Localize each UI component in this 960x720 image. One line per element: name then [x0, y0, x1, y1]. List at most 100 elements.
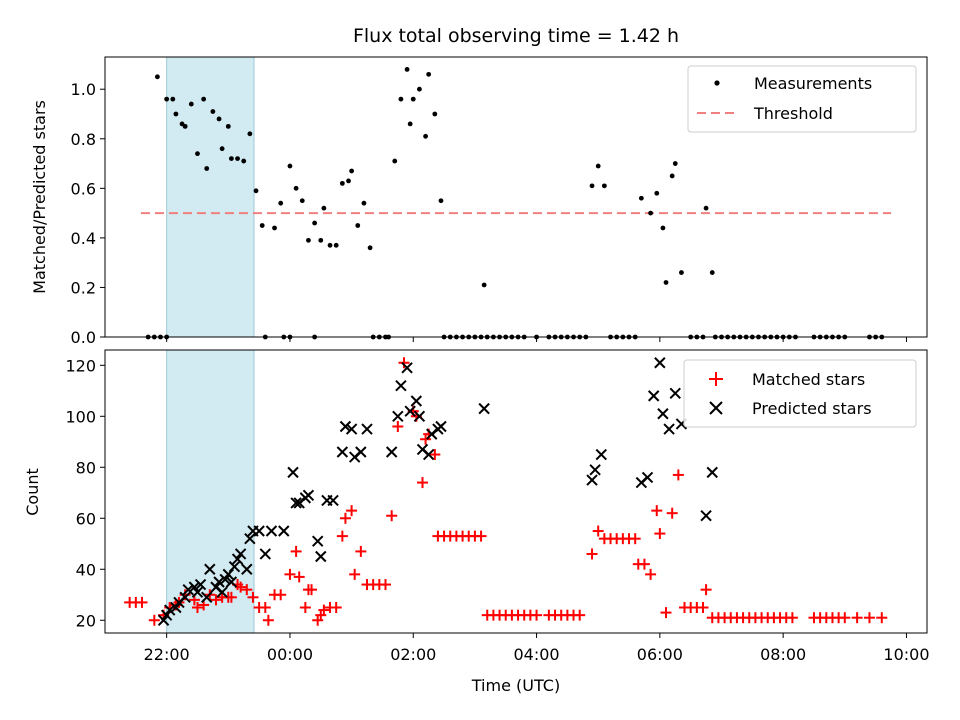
- matched-point: [262, 614, 274, 626]
- top-x-ticks: [166, 337, 907, 342]
- matched-point: [392, 420, 404, 432]
- matched-point: [284, 568, 296, 580]
- predicted-point: [586, 474, 598, 486]
- predicted-point: [228, 561, 241, 573]
- legend-marker-predicted: [709, 401, 723, 415]
- top-legend: Measurements Threshold: [687, 65, 917, 133]
- measurement-point: [182, 123, 188, 129]
- predicted-point: [287, 466, 299, 479]
- top-y-tick-label: 0.8: [71, 130, 96, 149]
- top-y-tick-label: 0.2: [71, 278, 96, 297]
- measurement-point: [339, 180, 345, 186]
- bottom-y-tick-label: 80: [76, 458, 96, 477]
- predicted-point: [222, 568, 235, 581]
- matched-point: [241, 584, 253, 596]
- measurement-point: [195, 151, 200, 157]
- predicted-point: [191, 586, 204, 598]
- predicted-point: [244, 532, 256, 545]
- predicted-point: [253, 525, 265, 537]
- matched-point: [349, 568, 361, 580]
- matched-point: [259, 602, 271, 614]
- measurement-point: [287, 163, 293, 169]
- top-y-tick-label: 0.4: [71, 229, 96, 248]
- matched-point: [148, 614, 160, 626]
- matched-point: [876, 612, 888, 624]
- measurement-point: [349, 168, 354, 174]
- measurement-point: [601, 183, 607, 189]
- matched-point: [330, 602, 342, 614]
- predicted-point: [385, 446, 398, 458]
- predicted-point: [595, 448, 607, 461]
- predicted-point: [392, 410, 404, 422]
- predicted-point: [654, 357, 666, 369]
- predicted-point: [302, 489, 315, 502]
- predicted-point: [259, 548, 271, 560]
- measurement-point: [663, 280, 669, 285]
- measurement-point: [355, 223, 361, 228]
- measurement-point: [219, 146, 225, 152]
- bottom-shaded-interval: [166, 349, 255, 634]
- predicted-point: [410, 395, 423, 407]
- measurement-point: [679, 270, 684, 275]
- measurement-point: [235, 156, 240, 161]
- measurement-point: [312, 220, 318, 226]
- measurement-point: [367, 245, 373, 251]
- measurement-point: [201, 96, 207, 102]
- matched-point: [839, 612, 851, 624]
- measurement-point: [432, 111, 438, 117]
- matched-point: [592, 525, 604, 537]
- predicted-point: [157, 614, 170, 626]
- measurement-point: [327, 242, 333, 248]
- measurement-point: [407, 121, 413, 127]
- x-tick-label: 04:00: [513, 645, 559, 664]
- measurement-point: [410, 96, 416, 102]
- predicted-point: [201, 591, 213, 604]
- measurement-point: [333, 242, 339, 248]
- matched-point: [225, 591, 237, 603]
- matched-point: [339, 512, 351, 524]
- measurement-point: [703, 205, 709, 211]
- matched-point: [398, 357, 410, 369]
- matched-point: [786, 612, 798, 624]
- predicted-point: [336, 446, 349, 458]
- predicted-point: [234, 548, 247, 560]
- matched-point: [660, 607, 672, 619]
- bottom-y-ticks: 20 40 60 80 100 120: [65, 356, 105, 630]
- predicted-point: [216, 586, 228, 598]
- predicted-point: [170, 601, 182, 614]
- predicted-point: [589, 464, 601, 476]
- measurement-point: [306, 237, 311, 243]
- predicted-point: [478, 402, 490, 415]
- matched-point: [416, 477, 428, 489]
- matched-point: [638, 558, 650, 570]
- predicted-point: [706, 466, 718, 479]
- predicted-point: [219, 573, 231, 586]
- measurement-point: [278, 200, 284, 206]
- predicted-point: [413, 410, 426, 422]
- predicted-point: [179, 591, 191, 604]
- predicted-point: [395, 379, 407, 392]
- measurement-point: [392, 158, 398, 164]
- measurement-point: [321, 205, 327, 211]
- matched-point: [380, 579, 392, 591]
- top-plot-frame: [104, 56, 928, 338]
- matched-point: [700, 584, 712, 596]
- matched-point: [210, 594, 222, 606]
- matched-point: [136, 596, 148, 608]
- top-y-axis-label: Matched/Predicted stars: [30, 100, 49, 294]
- matched-point: [290, 545, 302, 557]
- predicted-point: [404, 405, 416, 417]
- measurement-point: [210, 109, 216, 114]
- legend-label-measurements: Measurements: [754, 74, 872, 93]
- predicted-point: [327, 494, 339, 507]
- matched-point: [586, 548, 598, 560]
- measurement-point: [346, 178, 351, 184]
- bottom-x-ticks: 22:00 00:00 02:00 04:00 06:00 08:00 10:00: [144, 633, 930, 664]
- top-shaded-interval: [166, 56, 255, 338]
- measurement-point: [155, 74, 160, 80]
- predicted-point: [355, 446, 367, 458]
- bottom-y-tick-label: 100: [65, 407, 96, 426]
- predicted-point: [231, 553, 244, 565]
- predicted-point: [213, 576, 225, 588]
- predicted-point: [164, 604, 176, 616]
